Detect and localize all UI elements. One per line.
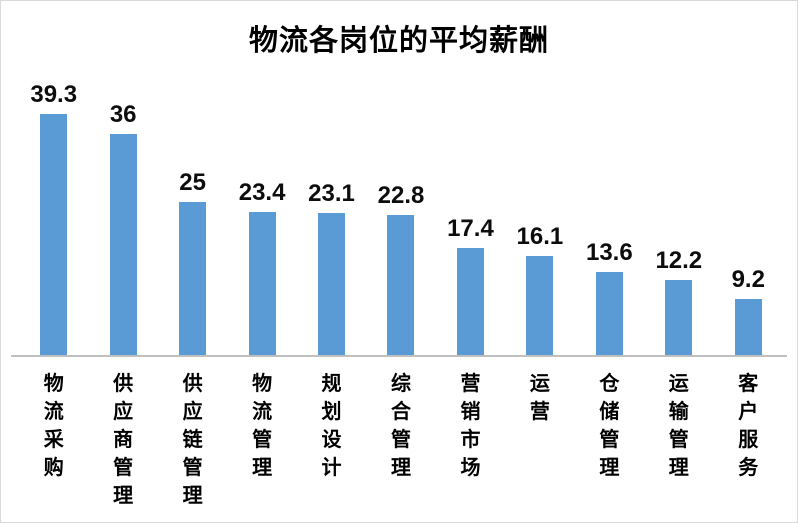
bar-column: 16.1 xyxy=(505,57,574,355)
bar xyxy=(734,299,762,355)
bar xyxy=(526,256,554,355)
value-label: 16.1 xyxy=(516,222,564,250)
category-column: 物流采购 xyxy=(19,370,88,510)
bar-column: 12.2 xyxy=(644,57,713,355)
category-column: 综合管理 xyxy=(366,370,435,510)
category-column: 客户服务 xyxy=(714,370,783,510)
bar xyxy=(179,202,207,355)
category-column: 规划设计 xyxy=(297,370,366,510)
value-label: 23.1 xyxy=(308,179,355,207)
bar-column: 25 xyxy=(158,57,227,355)
category-column: 运营 xyxy=(505,370,574,510)
value-label: 9.2 xyxy=(731,265,765,293)
category-column: 供应商管理 xyxy=(88,370,157,510)
category-label: 客户服务 xyxy=(738,373,759,479)
bar xyxy=(40,114,68,355)
category-label: 供应商管理 xyxy=(113,373,134,507)
category-label: 综合管理 xyxy=(390,373,411,479)
category-column: 物流管理 xyxy=(227,370,296,510)
bar-column: 23.1 xyxy=(297,57,366,355)
value-label: 13.6 xyxy=(585,238,633,266)
bar xyxy=(109,134,137,355)
value-label: 22.8 xyxy=(377,181,425,209)
value-label: 12.2 xyxy=(655,246,703,274)
category-label: 仓储管理 xyxy=(599,373,620,479)
bar-column: 22.8 xyxy=(366,57,435,355)
chart-title: 物流各岗位的平均薪酬 xyxy=(248,25,549,57)
plot-area: 39.3 36 25 23.4 23.1 22.8 17.4 16.1 13.6 12.2 9.2 xyxy=(19,57,783,355)
bar-column: 39.3 xyxy=(19,57,88,355)
bar-column: 36 xyxy=(88,57,157,355)
bar xyxy=(456,248,484,355)
bar xyxy=(387,215,415,355)
bar xyxy=(595,272,623,355)
category-label: 运营 xyxy=(529,373,550,423)
value-label: 17.4 xyxy=(447,214,494,242)
category-column: 运输管理 xyxy=(644,370,713,510)
bar-column: 17.4 xyxy=(436,57,505,355)
value-label: 25 xyxy=(179,168,206,196)
category-label: 供应链管理 xyxy=(182,373,203,507)
bar xyxy=(318,213,346,355)
bar-column: 23.4 xyxy=(227,57,296,355)
category-label: 规划设计 xyxy=(321,373,342,479)
value-label: 36 xyxy=(109,100,137,128)
category-column: 仓储管理 xyxy=(575,370,644,510)
bar-column: 9.2 xyxy=(714,57,783,355)
bar xyxy=(248,212,276,355)
bar xyxy=(665,280,693,355)
value-label: 39.3 xyxy=(30,80,78,108)
category-column: 供应链管理 xyxy=(158,370,227,510)
category-label: 物流采购 xyxy=(43,373,64,479)
category-axis: 物流采购 供应商管理 供应链管理 物流管理 规划设计 综合管理 营销市场 运营 仓储管理 运输管理… xyxy=(19,357,783,510)
category-label: 物流管理 xyxy=(252,373,273,479)
bar-column: 13.6 xyxy=(575,57,644,355)
value-label: 23.4 xyxy=(238,178,286,206)
category-label: 营销市场 xyxy=(460,373,481,479)
x-axis-line xyxy=(11,355,787,357)
category-column: 营销市场 xyxy=(436,370,505,510)
category-label: 运输管理 xyxy=(668,373,689,479)
